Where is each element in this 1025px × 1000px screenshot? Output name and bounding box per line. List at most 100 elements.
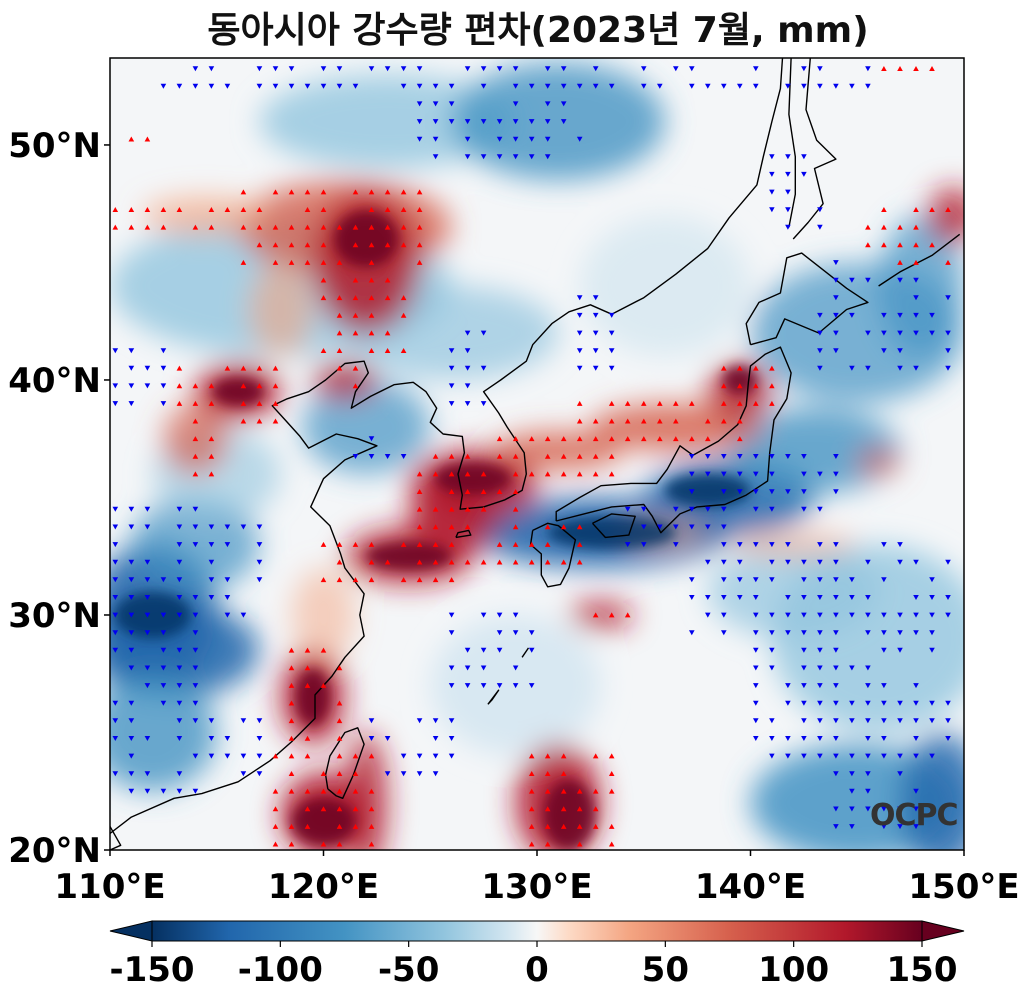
positive-marker [304, 207, 311, 212]
negative-marker [496, 119, 503, 125]
positive-marker [913, 259, 919, 265]
positive-marker [737, 383, 743, 389]
negative-marker [256, 771, 263, 777]
negative-marker [785, 542, 791, 548]
positive-marker [448, 489, 455, 494]
x-tick-label: 140°E [695, 867, 806, 907]
negative-marker [785, 700, 791, 706]
positive-marker [224, 365, 231, 371]
negative-marker [224, 524, 231, 530]
negative-marker [897, 718, 903, 724]
negative-marker [192, 595, 199, 600]
negative-marker [881, 718, 887, 724]
negative-marker [208, 577, 215, 583]
negative-marker [769, 189, 775, 195]
anomaly-core-blob [291, 798, 356, 846]
positive-marker [368, 841, 375, 847]
positive-marker [624, 418, 631, 424]
negative-marker [769, 612, 775, 618]
negative-marker [801, 577, 807, 583]
negative-marker [801, 718, 807, 724]
coastline-segment [792, 58, 837, 240]
positive-marker [416, 224, 423, 230]
negative-marker [849, 718, 855, 724]
positive-marker [753, 400, 759, 406]
negative-marker [769, 718, 775, 724]
positive-marker [721, 383, 727, 389]
negative-marker [897, 559, 903, 565]
negative-marker [897, 312, 903, 318]
negative-marker [512, 612, 519, 618]
negative-marker [128, 647, 135, 653]
positive-marker [657, 418, 663, 424]
positive-marker [352, 788, 359, 794]
positive-marker [272, 400, 279, 406]
negative-marker [769, 753, 775, 759]
positive-marker [256, 365, 263, 371]
negative-marker [753, 718, 759, 724]
negative-marker [448, 401, 455, 407]
negative-marker [128, 788, 135, 794]
positive-marker [272, 365, 279, 371]
negative-marker [544, 83, 551, 89]
negative-marker [785, 224, 791, 230]
colorbar-tick-label: 0 [525, 950, 549, 990]
negative-marker [817, 577, 823, 583]
positive-marker [769, 400, 775, 406]
negative-marker [705, 595, 711, 600]
negative-marker [801, 630, 807, 636]
negative-marker [849, 788, 855, 794]
positive-marker [320, 577, 327, 583]
negative-marker [592, 365, 599, 371]
positive-marker [192, 224, 199, 230]
negative-marker [144, 771, 151, 777]
positive-marker [240, 418, 247, 424]
negative-marker [833, 577, 839, 583]
negative-marker [160, 577, 167, 583]
positive-marker [352, 224, 359, 230]
negative-marker [721, 83, 727, 89]
positive-marker [592, 418, 599, 424]
negative-marker [560, 101, 567, 107]
negative-marker [192, 753, 199, 759]
anomaly-blob [729, 532, 858, 557]
negative-marker [544, 66, 551, 72]
positive-marker [897, 66, 903, 71]
negative-marker [112, 700, 119, 706]
y-tick-label: 20°N [8, 831, 101, 871]
positive-marker [448, 524, 455, 530]
positive-marker [304, 735, 311, 741]
positive-marker [368, 224, 375, 230]
negative-marker [817, 506, 823, 512]
positive-marker [737, 365, 743, 371]
positive-marker [576, 788, 583, 794]
negative-marker [913, 295, 919, 301]
negative-marker [897, 824, 903, 830]
positive-marker [384, 295, 391, 301]
positive-marker [160, 207, 167, 212]
positive-marker [624, 400, 631, 406]
negative-marker [160, 83, 167, 89]
negative-marker [705, 471, 711, 477]
negative-marker [496, 630, 503, 636]
positive-marker [272, 788, 279, 794]
y-axis: 20°N 30°N 40°N 50°N [8, 126, 110, 871]
negative-marker [929, 718, 935, 724]
positive-marker [208, 453, 215, 459]
positive-marker [432, 524, 439, 530]
anomaly-core-blob [212, 377, 264, 406]
negative-marker [881, 630, 887, 636]
positive-marker [272, 753, 279, 759]
positive-marker [865, 224, 871, 230]
negative-marker [849, 700, 855, 706]
negative-marker [929, 612, 935, 618]
negative-marker [753, 471, 759, 477]
positive-marker [320, 207, 327, 212]
negative-marker [128, 700, 135, 706]
positive-marker [224, 207, 231, 212]
negative-marker [769, 506, 775, 512]
negative-marker [689, 630, 695, 636]
positive-marker [288, 718, 295, 724]
negative-marker [801, 171, 807, 177]
negative-marker [464, 647, 471, 653]
